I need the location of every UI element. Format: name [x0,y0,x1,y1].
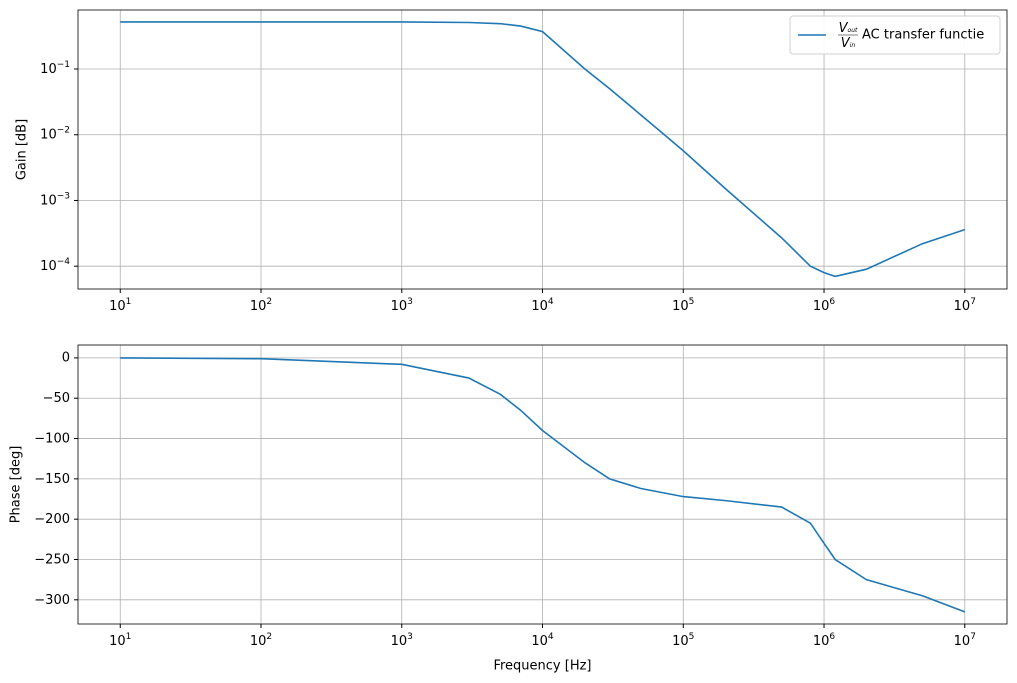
tick-exponent: 6 [829,297,835,307]
tick-exponent: 5 [689,297,695,307]
tick-base: 10 [40,259,57,274]
tick-label: 106 [813,297,836,314]
tick-base: 10 [250,634,267,649]
y-axis-label: Gain [dB] [15,119,30,180]
tick-label: −300 [34,592,70,607]
tick-exponent: 1 [126,297,132,307]
tick-base: −100 [34,431,70,446]
tick-base: −150 [34,471,70,486]
tick-label: 105 [672,632,694,649]
tick-exponent: 4 [548,297,554,307]
tick-exponent: −4 [57,257,71,267]
tick-label: 107 [954,297,976,314]
tick-label: 105 [672,297,694,314]
tick-label: 0 [62,350,70,365]
tick-label: −200 [34,512,70,527]
tick-exponent: −3 [57,191,70,201]
tick-base: 10 [391,299,408,314]
tick-base: 10 [531,299,548,314]
legend-math: V [839,21,849,36]
data-line [120,357,966,613]
tick-base: 10 [40,193,57,208]
tick-base: 10 [813,634,830,649]
tick-base: 10 [954,299,971,314]
tick-base: 10 [672,634,689,649]
legend-math-sub: out [848,27,858,34]
tick-base: 10 [391,634,408,649]
tick-exponent: −2 [57,125,70,135]
tick-label: 107 [954,632,976,649]
tick-label: 101 [109,297,131,314]
tick-label: 104 [531,632,554,649]
tick-exponent: 5 [689,632,695,642]
tick-base: 10 [954,634,971,649]
axes [74,345,1007,628]
legend-box [789,15,1001,55]
tick-label: 103 [391,632,413,649]
tick-exponent: −1 [57,60,70,70]
tick-label: 102 [250,297,272,314]
tick-base: −50 [43,391,70,406]
tick-base: −300 [34,592,70,607]
axes-frame [77,9,1008,290]
data-line [120,21,966,278]
axes-frame [77,344,1008,625]
tick-exponent: 7 [970,632,976,642]
tick-label: 104 [531,297,554,314]
tick-label: 10−2 [40,125,70,142]
axes [74,10,1007,293]
tick-base: 10 [531,634,548,649]
tick-exponent: 2 [266,297,272,307]
tick-label: 103 [391,297,413,314]
tick-label: 101 [109,632,131,649]
tick-exponent: 3 [407,632,413,642]
tick-base: 10 [109,299,126,314]
legend-label: AC transfer functie [862,28,984,43]
tick-label: 106 [813,632,836,649]
tick-exponent: 6 [829,632,835,642]
tick-exponent: 4 [548,632,554,642]
tick-base: −250 [34,552,70,567]
y-axis-label: Phase [deg] [9,446,24,524]
tick-exponent: 7 [970,297,976,307]
tick-base: 10 [40,127,57,142]
tick-base: 10 [250,299,267,314]
tick-base: 10 [109,634,126,649]
tick-label: −250 [34,552,70,567]
x-axis-label: Frequency [Hz] [493,659,591,674]
tick-label: −100 [34,431,70,446]
tick-label: −50 [43,391,70,406]
legend-denominator: Vin [841,36,856,51]
tick-base: 10 [40,62,57,77]
tick-label: 102 [250,632,272,649]
legend-numerator: Vout [839,21,858,36]
tick-label: 10−3 [40,191,70,208]
tick-base: −200 [34,512,70,527]
tick-label: 10−1 [40,60,70,77]
tick-base: 10 [672,299,689,314]
tick-exponent: 2 [266,632,272,642]
tick-base: 10 [813,299,830,314]
tick-exponent: 1 [126,632,132,642]
legend-math: V [841,36,851,51]
tick-label: 10−4 [40,257,70,274]
legend-math-sub: in [850,42,856,49]
tick-exponent: 3 [407,297,413,307]
tick-label: −150 [34,471,70,486]
